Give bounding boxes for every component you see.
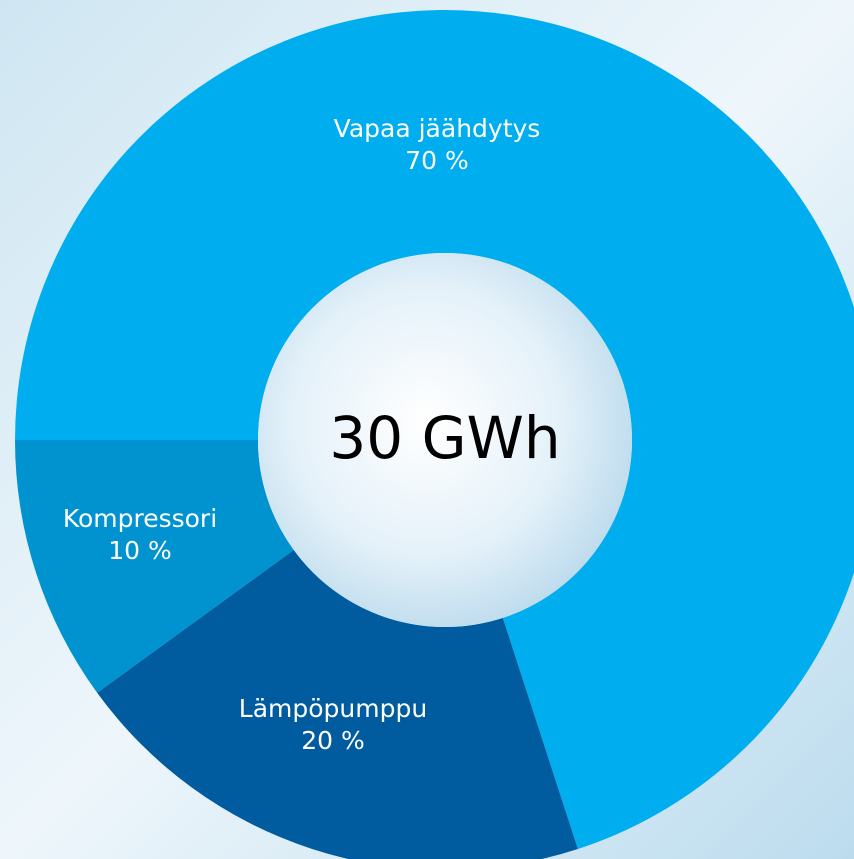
center-label: 30 GWh: [329, 404, 560, 472]
segment-name: Kompressori: [63, 504, 217, 533]
segment-name: Lämpöpumppu: [239, 694, 427, 723]
chart: 30 GWh Vapaa jäähdytys 70 % Lämpöpumppu 20 …: [0, 0, 854, 859]
segment-value: 20 %: [301, 726, 365, 755]
page: {"chart_data": {"type": "donut", "center…: [0, 0, 854, 859]
segment-value: 70 %: [405, 146, 469, 175]
segment-name: Vapaa jäähdytys: [334, 114, 541, 143]
segment-value: 10 %: [108, 536, 172, 565]
